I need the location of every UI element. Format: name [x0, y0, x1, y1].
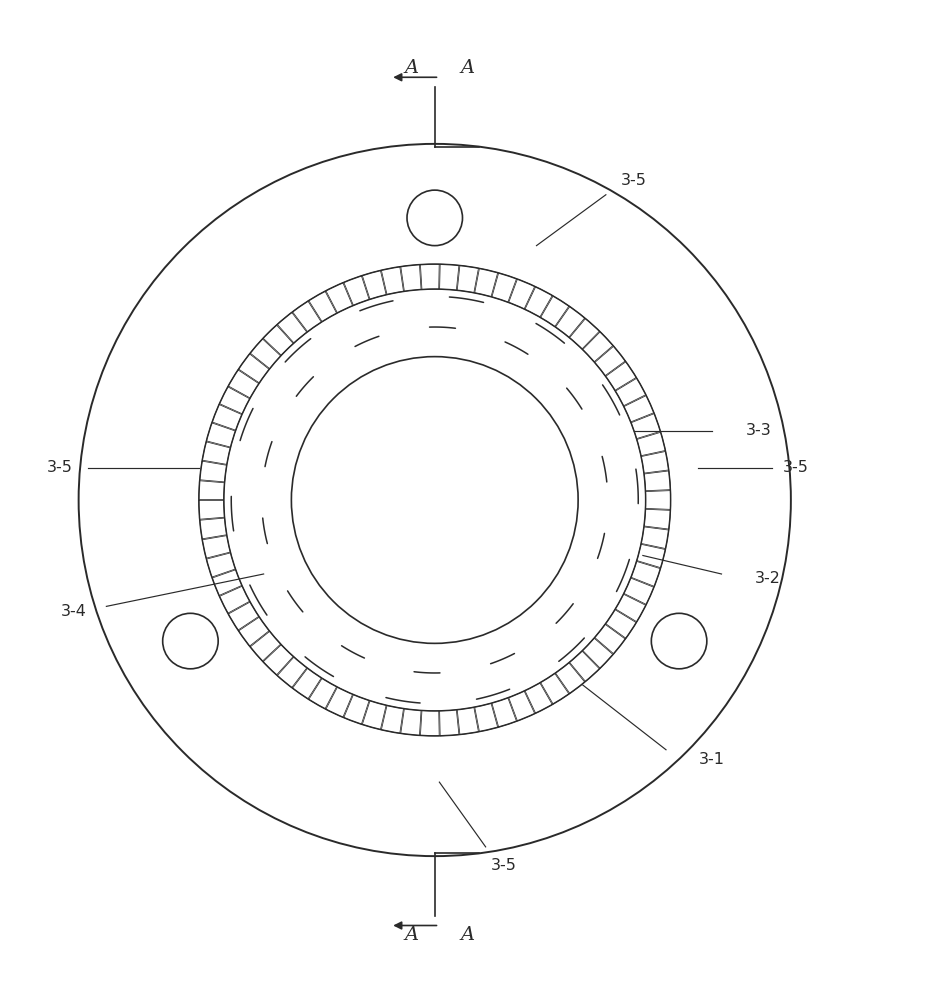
Text: 3-5: 3-5: [621, 173, 647, 188]
Text: 3-4: 3-4: [61, 603, 87, 618]
Text: 3-5: 3-5: [783, 460, 808, 475]
Text: 3-2: 3-2: [755, 571, 781, 586]
Text: A: A: [404, 59, 419, 77]
Text: A: A: [404, 926, 419, 944]
Text: 3-1: 3-1: [699, 752, 725, 766]
Text: 3-3: 3-3: [746, 423, 771, 438]
Text: 3-5: 3-5: [491, 858, 517, 873]
Text: A: A: [460, 59, 475, 77]
Text: 3-5: 3-5: [47, 460, 73, 475]
Text: A: A: [460, 926, 475, 944]
